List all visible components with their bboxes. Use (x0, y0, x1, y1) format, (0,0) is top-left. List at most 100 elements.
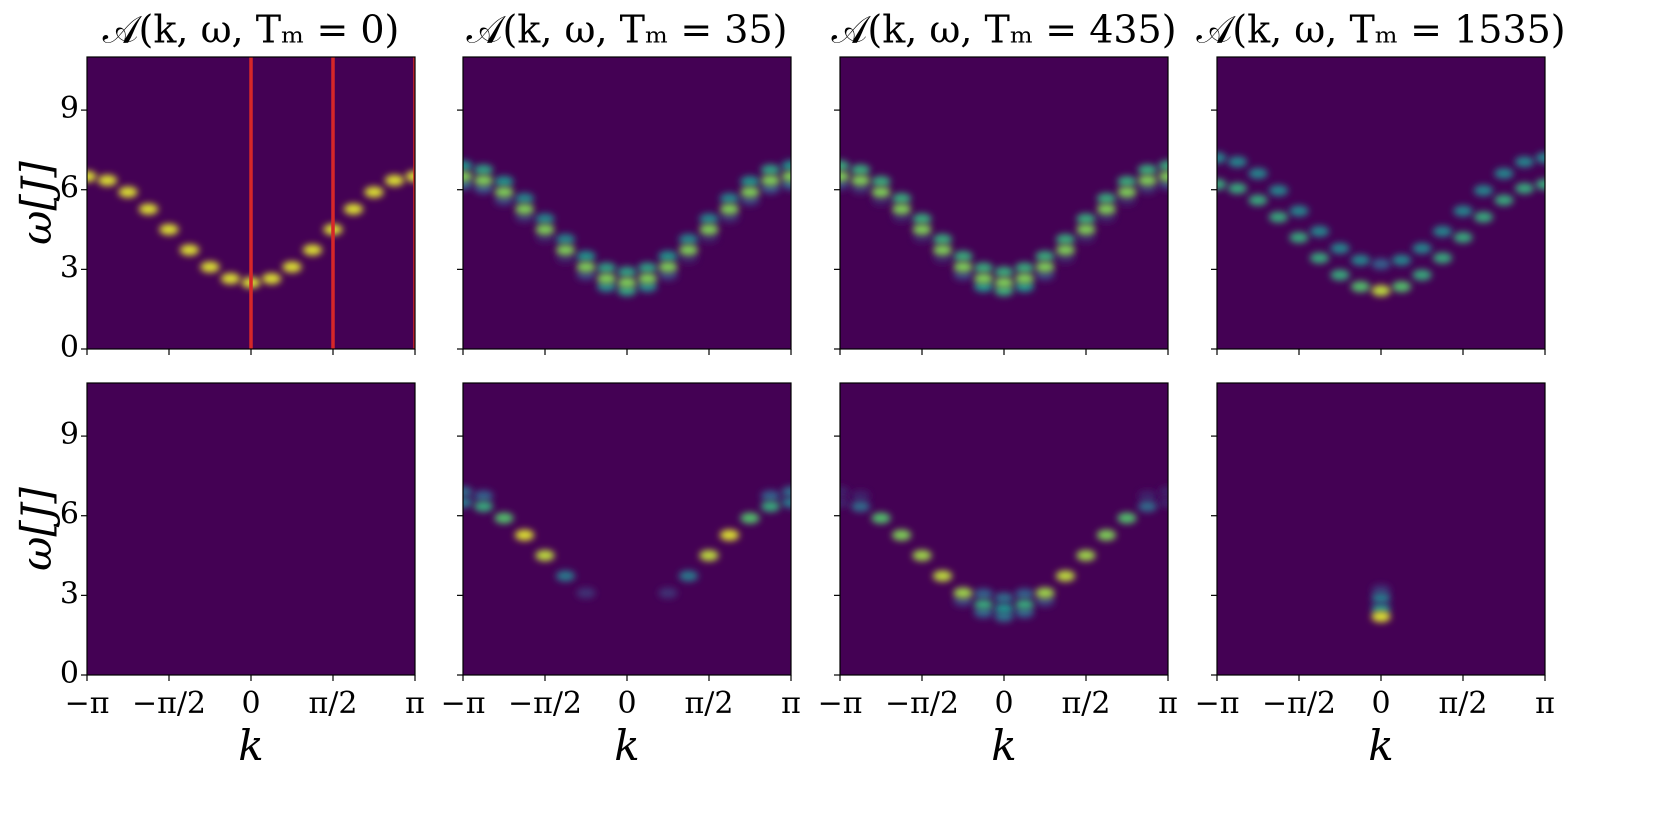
spectral-spot (1035, 587, 1055, 599)
spectral-spot (953, 587, 973, 599)
spectral-spot (871, 175, 891, 187)
x-tick-label: π (1158, 686, 1178, 721)
spectral-spot (781, 496, 791, 508)
spectral-spot (1473, 211, 1494, 223)
spectral-spot (953, 269, 973, 281)
spectral-spot (302, 244, 323, 256)
spectral-spot (261, 273, 282, 285)
spectral-spot (596, 262, 617, 274)
spectral-spot (1514, 182, 1535, 194)
spectral-spot (535, 232, 555, 244)
spectral-spot (1076, 213, 1096, 225)
spectral-spot (1412, 242, 1432, 254)
panel-title: 𝒜(k, ω, Tₘ = 1535) (1196, 8, 1565, 52)
spectral-spot (576, 269, 596, 281)
x-tick-label: π/2 (1439, 686, 1488, 721)
spectral-spot (1117, 194, 1137, 206)
x-tick-label: −π/2 (508, 686, 582, 721)
panel-title: 𝒜(k, ω, Tₘ = 0) (103, 8, 400, 52)
spectral-spot (1096, 211, 1117, 223)
x-tick-label: −π (65, 686, 110, 721)
spectral-spot (473, 174, 494, 186)
spectral-spot (1014, 281, 1035, 293)
spectral-spot (1391, 281, 1412, 293)
spectral-spot (1158, 170, 1168, 182)
spectral-spot (953, 250, 973, 262)
y-axis-label: ω[J] (12, 486, 61, 570)
spectral-spot (699, 232, 719, 244)
spectral-spot (850, 500, 871, 512)
spectral-spot (1055, 233, 1076, 245)
spectral-spot (1371, 258, 1391, 270)
x-tick-label: 0 (994, 686, 1013, 721)
spectral-spot (740, 512, 760, 524)
spectral-spot (555, 233, 576, 245)
spectral-spot (932, 252, 953, 264)
spectral-spot (1035, 595, 1055, 607)
spectral-spot (760, 164, 781, 176)
spectral-spot (973, 273, 994, 285)
spectral-spot (760, 490, 781, 502)
spectral-spot (535, 224, 555, 236)
spectral-spot (555, 244, 576, 256)
spectral-spot (781, 160, 791, 172)
x-tick-label: −π (441, 686, 486, 721)
spectral-spot (719, 203, 740, 215)
spectral-spot (514, 203, 535, 215)
spectral-spot (343, 203, 364, 215)
spectral-spot (1035, 250, 1055, 262)
spectral-spot (1227, 182, 1248, 194)
spectral-spot (973, 607, 994, 619)
spectral-spot (871, 186, 891, 198)
y-tick-label: 6 (60, 171, 79, 206)
spectral-spot (781, 170, 791, 182)
spectral-spot (1453, 232, 1473, 244)
spectral-spot (912, 213, 932, 225)
spectral-spot (637, 262, 658, 274)
spectral-spot (953, 595, 973, 607)
spectral-spot (596, 273, 617, 285)
y-axis-label: ω[J] (12, 160, 61, 244)
spectral-spot (1248, 194, 1268, 206)
spectral-spot (678, 252, 699, 264)
spectral-spot (576, 587, 596, 599)
y-tick-label: 9 (60, 417, 79, 452)
spectral-spot (555, 570, 576, 582)
spectral-spot (1014, 262, 1035, 274)
spectral-spot (1137, 164, 1158, 176)
spectral-spot (760, 182, 781, 194)
spectral-spot (463, 486, 473, 498)
spectral-spot (87, 170, 97, 182)
spectral-spot (1014, 607, 1035, 619)
x-tick-label: −π/2 (885, 686, 959, 721)
x-tick-label: 0 (241, 686, 260, 721)
spectral-spot (494, 186, 514, 198)
x-tick-label: −π/2 (1262, 686, 1336, 721)
plot-background (840, 57, 1168, 349)
spectral-spot (932, 570, 953, 582)
x-tick-label: −π/2 (132, 686, 206, 721)
spectral-spot (1055, 244, 1076, 256)
spots (87, 57, 415, 349)
x-tick-label: π/2 (1062, 686, 1111, 721)
spectral-spot (637, 281, 658, 293)
spectral-spot (514, 529, 535, 541)
spectral-spot (473, 490, 494, 502)
spectral-spot (994, 266, 1014, 278)
spectral-spot (384, 174, 405, 186)
x-tick-label: π (405, 686, 425, 721)
spectral-spot (891, 529, 912, 541)
spectral-spot (463, 160, 473, 172)
spectral-spot (1076, 224, 1096, 236)
spectral-spot (994, 592, 1014, 604)
spectral-spot (138, 203, 159, 215)
spots (1371, 584, 1391, 623)
spectral-spot (1371, 584, 1391, 596)
spectral-spot (994, 611, 1014, 623)
spectral-spot (740, 194, 760, 206)
x-axis-label: k (991, 721, 1016, 770)
x-axis-label: k (238, 721, 263, 770)
spectral-spot (1371, 592, 1391, 604)
spectral-spot (1035, 261, 1055, 273)
plot-background (1217, 57, 1545, 349)
